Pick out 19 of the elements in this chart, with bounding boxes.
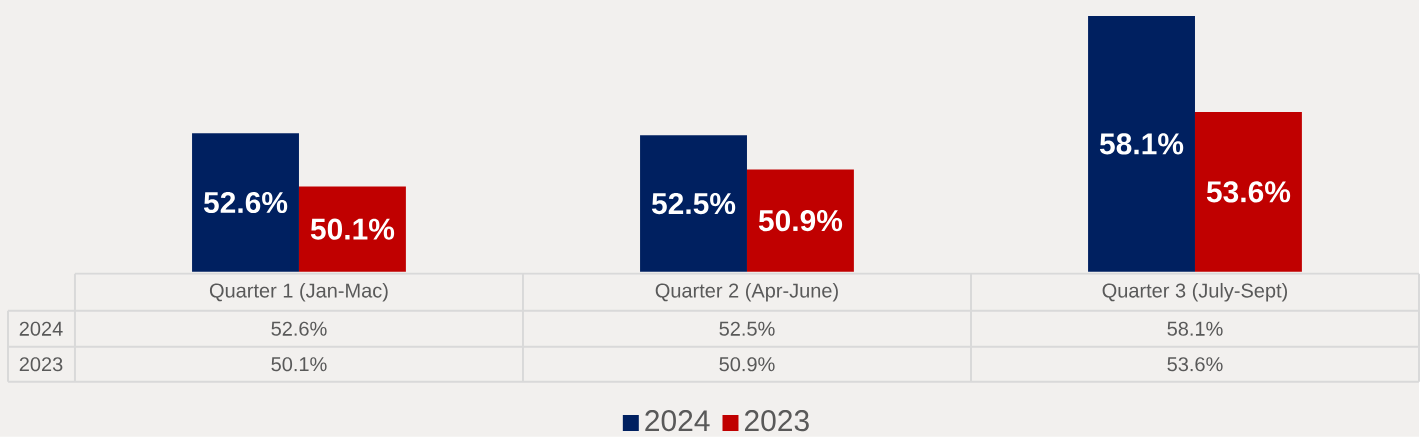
data-label: 53.6%: [1167, 357, 1223, 372]
text: 52.5%: [651, 192, 736, 215]
x-tick-label: Quarter 2 (Apr-June): [655, 282, 838, 302]
x-tick-label: Quarter 1 (Jan-Mac): [209, 282, 388, 302]
data-label: 52.5%: [719, 321, 775, 336]
text: 52.6%: [203, 191, 288, 214]
legend-label: 2024: [645, 410, 710, 432]
text: 2023: [19, 357, 63, 372]
data-label: 52.6%: [271, 321, 327, 336]
data-label: 50.9%: [719, 357, 775, 372]
data-label: 58.1%: [1167, 321, 1223, 336]
text: 50.1%: [310, 218, 395, 240]
text: 2024: [19, 321, 63, 336]
text: 50.9%: [758, 210, 843, 232]
x-tick-label: Quarter 3 (July-Sept): [1102, 282, 1288, 302]
legend-label: 2023: [744, 410, 809, 432]
data-label: 50.1%: [271, 357, 327, 372]
text: 58.1%: [1099, 133, 1184, 155]
text: 53.6%: [1206, 181, 1291, 203]
